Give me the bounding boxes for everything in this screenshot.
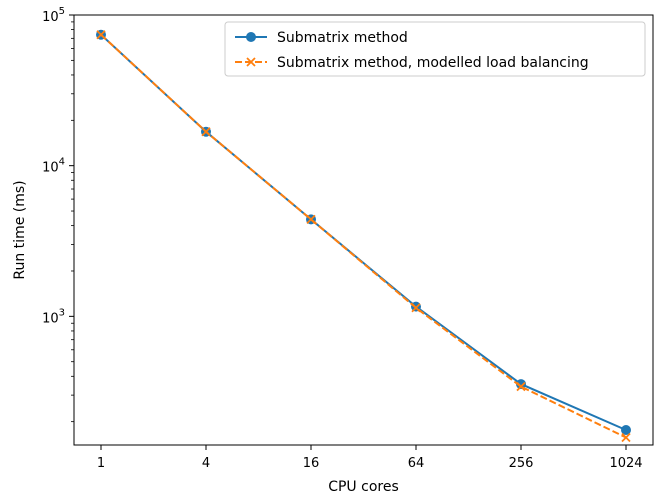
y-tick-label: 105 <box>42 6 65 25</box>
x-tick-label: 16 <box>303 456 320 471</box>
x-tick-label: 1 <box>97 456 105 471</box>
x-tick-label: 4 <box>202 456 210 471</box>
legend-label-1: Submatrix method, modelled load balancin… <box>277 55 589 71</box>
series-point-0 <box>621 425 631 436</box>
series-line-0 <box>100 33 627 431</box>
y-tick-label: 104 <box>42 157 65 176</box>
series-point-1 <box>96 30 106 40</box>
legend-marker-0 <box>246 32 256 42</box>
legend-box <box>224 21 646 77</box>
series-point-1 <box>621 432 631 443</box>
x-tick-label: 256 <box>509 456 534 471</box>
y-tick-label: 103 <box>42 307 65 326</box>
legend: Submatrix method Submatrix method, modell… <box>224 21 646 77</box>
x-tick-label: 1024 <box>609 456 642 471</box>
plot-area <box>73 14 654 446</box>
legend-marker-1 <box>246 57 256 67</box>
x-axis-label: CPU cores <box>328 479 399 495</box>
series-point-0 <box>516 379 526 390</box>
series-point-1 <box>201 127 211 137</box>
series-layer <box>96 29 631 443</box>
y-axis-label: Run time (ms) <box>12 180 28 279</box>
series-point-1 <box>306 214 316 225</box>
x-axis-ticks: 1 4 16 64 256 1024 <box>97 445 643 471</box>
y-axis-ticks: 103 104 105 <box>42 6 74 423</box>
legend-label-0: Submatrix method <box>277 30 408 46</box>
series-point-1 <box>516 381 526 392</box>
x-tick-label: 64 <box>408 456 425 471</box>
series-point-1 <box>411 303 421 313</box>
